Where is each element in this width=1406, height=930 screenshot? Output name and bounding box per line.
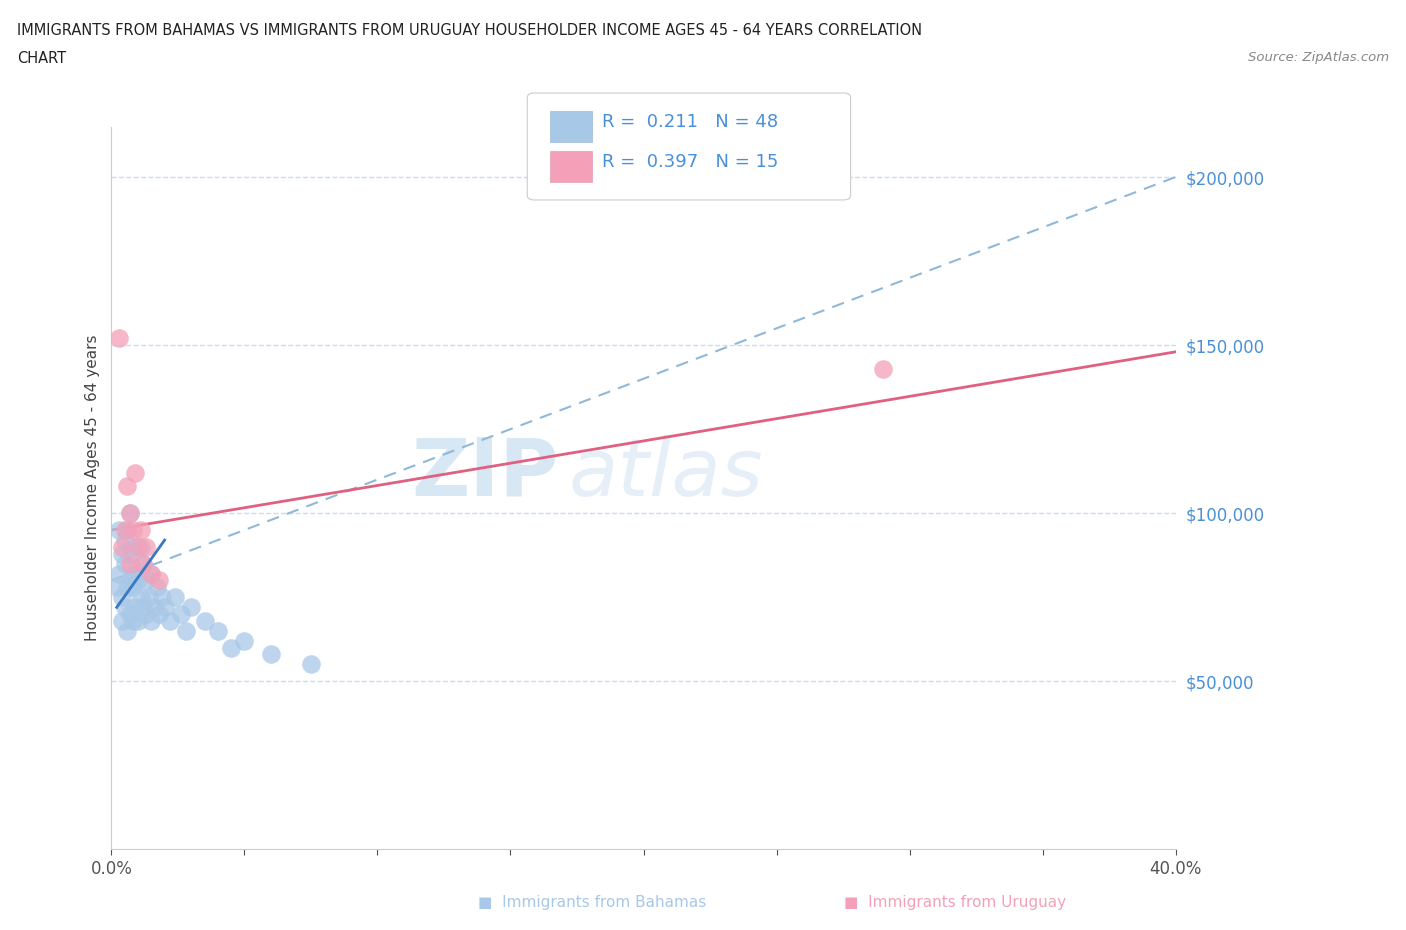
Point: [165, 590, 187, 604]
Point: [193, 614, 215, 629]
Text: Source: ZipAtlas.com: Source: ZipAtlas.com: [1249, 51, 1389, 64]
Point: [138, 590, 160, 604]
Point: [127, 614, 149, 629]
Point: [135, 573, 157, 588]
Point: [872, 361, 894, 376]
Point: [121, 523, 143, 538]
Point: [129, 590, 152, 604]
Point: [117, 579, 139, 594]
Point: [150, 590, 173, 604]
Point: [145, 579, 167, 594]
Point: [111, 546, 134, 561]
Point: [159, 614, 181, 629]
Point: [299, 658, 322, 672]
Text: R =  0.211   N = 48: R = 0.211 N = 48: [602, 113, 778, 131]
Point: [117, 479, 139, 494]
Point: [174, 623, 197, 638]
Point: [124, 465, 146, 480]
Point: [153, 600, 176, 615]
Point: [105, 579, 128, 594]
Point: [118, 556, 141, 571]
Point: [132, 600, 155, 615]
Point: [169, 606, 191, 621]
Text: IMMIGRANTS FROM BAHAMAS VS IMMIGRANTS FROM URUGUAY HOUSEHOLDER INCOME AGES 45 - : IMMIGRANTS FROM BAHAMAS VS IMMIGRANTS FR…: [17, 23, 922, 38]
Point: [148, 606, 170, 621]
Point: [141, 614, 163, 629]
Point: [135, 539, 157, 554]
Point: [129, 523, 152, 538]
Point: [108, 331, 131, 346]
Point: [114, 533, 136, 548]
Point: [114, 600, 136, 615]
Point: [180, 600, 202, 615]
Text: ZIP: ZIP: [411, 434, 558, 512]
Point: [207, 623, 229, 638]
Point: [117, 523, 139, 538]
Point: [121, 614, 143, 629]
Text: ■  Immigrants from Bahamas: ■ Immigrants from Bahamas: [478, 895, 706, 910]
Point: [260, 647, 283, 662]
Point: [111, 590, 134, 604]
Point: [124, 600, 146, 615]
Point: [117, 623, 139, 638]
Point: [114, 556, 136, 571]
Point: [127, 539, 149, 554]
Point: [111, 614, 134, 629]
Text: ■  Immigrants from Uruguay: ■ Immigrants from Uruguay: [844, 895, 1066, 910]
Point: [132, 556, 155, 571]
Y-axis label: Householder Income Ages 45 - 64 years: Householder Income Ages 45 - 64 years: [86, 335, 100, 642]
Point: [118, 573, 141, 588]
Point: [135, 606, 157, 621]
Point: [118, 506, 141, 521]
Text: atlas: atlas: [569, 434, 763, 512]
Point: [108, 566, 131, 581]
Point: [141, 566, 163, 581]
Point: [127, 573, 149, 588]
Point: [143, 600, 166, 615]
Point: [129, 539, 152, 554]
Point: [121, 579, 143, 594]
Point: [118, 546, 141, 561]
Point: [111, 539, 134, 554]
Point: [141, 566, 163, 581]
Point: [118, 506, 141, 521]
Point: [233, 633, 256, 648]
Point: [108, 523, 131, 538]
Point: [132, 556, 155, 571]
Point: [124, 566, 146, 581]
Point: [118, 606, 141, 621]
Point: [148, 573, 170, 588]
Point: [121, 539, 143, 554]
Text: CHART: CHART: [17, 51, 66, 66]
Point: [114, 523, 136, 538]
Point: [219, 640, 242, 655]
Text: R =  0.397   N = 15: R = 0.397 N = 15: [602, 153, 778, 171]
